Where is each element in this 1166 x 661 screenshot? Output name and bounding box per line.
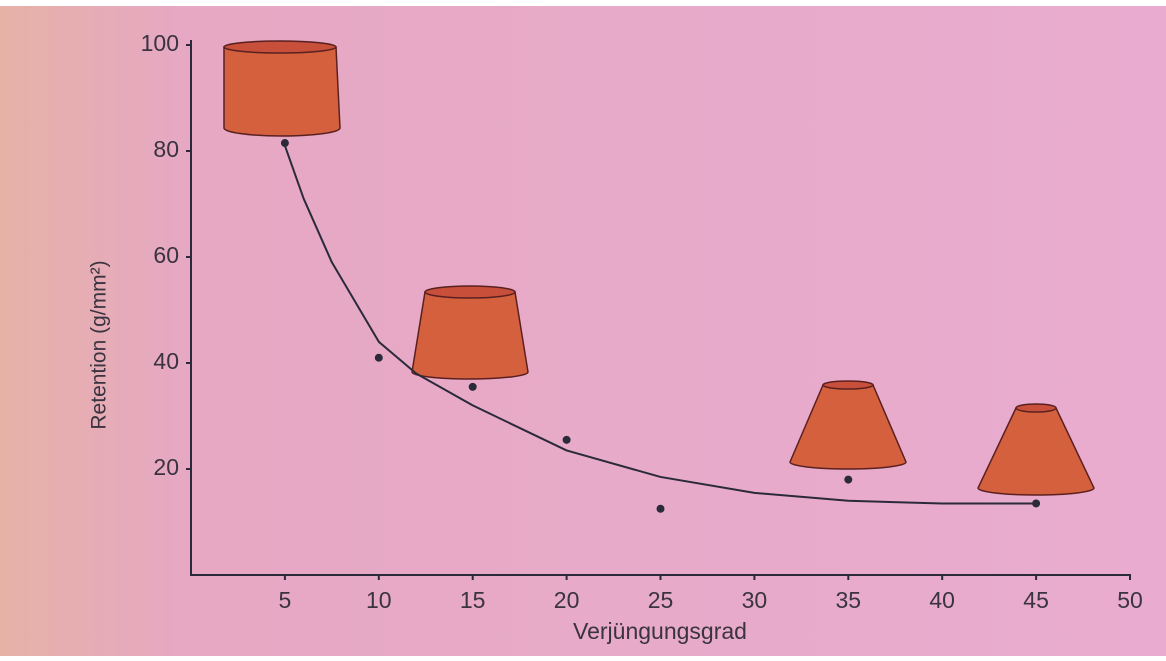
- x-tick-label: 35: [836, 587, 862, 613]
- x-tick-label: 50: [1117, 587, 1143, 613]
- x-tick-label: 30: [742, 587, 768, 613]
- data-point: [563, 436, 571, 444]
- y-tick-label: 80: [153, 136, 179, 162]
- y-tick-label: 20: [153, 454, 179, 480]
- data-point: [281, 139, 289, 147]
- y-axis-label: Retention (g/mm²): [88, 260, 111, 429]
- data-point: [469, 383, 477, 391]
- x-tick-label: 10: [366, 587, 392, 613]
- data-point: [657, 505, 665, 513]
- y-tick-label: 40: [153, 348, 179, 374]
- x-axis-label: Verjüngungsgrad: [573, 618, 747, 644]
- y-tick-label: 60: [153, 242, 179, 268]
- data-point: [1032, 499, 1040, 507]
- y-tick-label: 100: [141, 30, 179, 56]
- background: [0, 0, 1166, 656]
- chart: Verjüngungsgrad Retention (g/mm²) 20 40 60…: [0, 0, 1166, 656]
- x-tick-label: 45: [1023, 587, 1049, 613]
- x-tick-label: 15: [460, 587, 486, 613]
- x-tick-label: 25: [648, 587, 674, 613]
- x-tick-label: 5: [279, 587, 292, 613]
- data-point: [844, 476, 852, 484]
- x-tick-label: 40: [929, 587, 955, 613]
- data-point: [375, 354, 383, 362]
- top-border: [0, 0, 1166, 6]
- x-tick-label: 20: [554, 587, 580, 613]
